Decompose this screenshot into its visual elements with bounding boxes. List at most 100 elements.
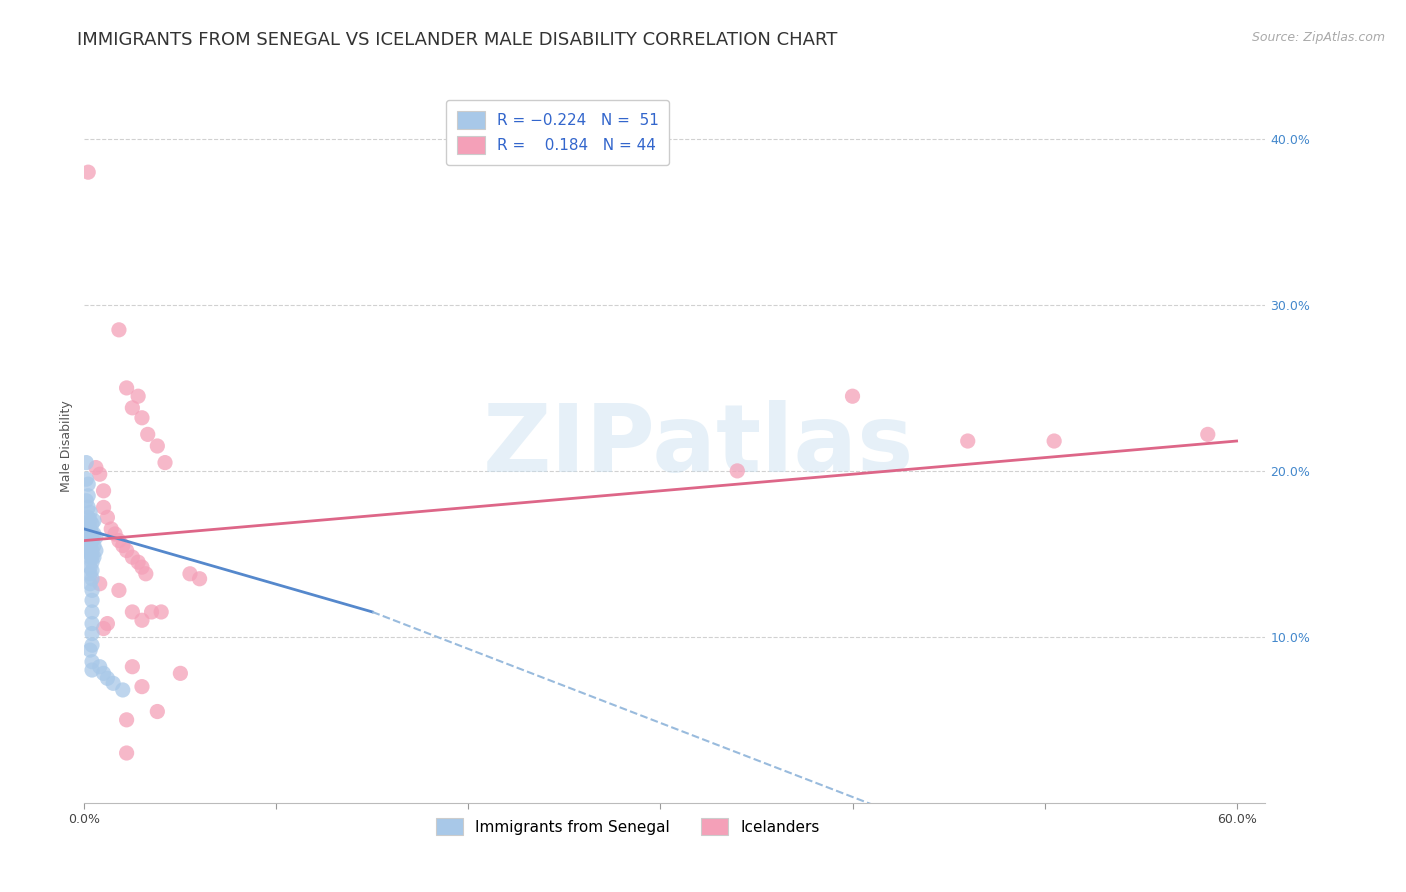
Point bbox=[80, 605, 103, 619]
Point bbox=[108, 533, 131, 548]
Point bbox=[101, 676, 124, 690]
Point bbox=[79, 576, 101, 591]
Point bbox=[75, 456, 97, 470]
Point bbox=[79, 643, 101, 657]
Point bbox=[80, 533, 103, 548]
Point bbox=[188, 572, 211, 586]
Point bbox=[79, 533, 101, 548]
Point bbox=[77, 516, 100, 531]
Point bbox=[80, 516, 103, 531]
Point bbox=[83, 514, 105, 528]
Point bbox=[80, 616, 103, 631]
Point bbox=[80, 543, 103, 558]
Point bbox=[80, 663, 103, 677]
Point bbox=[179, 566, 201, 581]
Point bbox=[127, 389, 149, 403]
Y-axis label: Male Disability: Male Disability bbox=[60, 401, 73, 491]
Point bbox=[79, 547, 101, 561]
Point bbox=[93, 500, 115, 515]
Point bbox=[93, 622, 115, 636]
Point bbox=[80, 527, 103, 541]
Point bbox=[75, 472, 97, 486]
Point bbox=[104, 527, 127, 541]
Point bbox=[131, 613, 153, 627]
Point bbox=[79, 505, 101, 519]
Point bbox=[79, 566, 101, 581]
Point bbox=[80, 564, 103, 578]
Point bbox=[115, 543, 138, 558]
Point bbox=[77, 522, 100, 536]
Point bbox=[121, 401, 143, 415]
Point bbox=[84, 530, 107, 544]
Point bbox=[79, 527, 101, 541]
Point bbox=[121, 659, 143, 673]
Point bbox=[131, 560, 153, 574]
Point bbox=[79, 522, 101, 536]
Point bbox=[80, 655, 103, 669]
Point bbox=[79, 539, 101, 553]
Point bbox=[115, 746, 138, 760]
Text: Source: ZipAtlas.com: Source: ZipAtlas.com bbox=[1251, 31, 1385, 45]
Point bbox=[89, 467, 111, 482]
Point bbox=[77, 510, 100, 524]
Point bbox=[956, 434, 979, 448]
Point bbox=[80, 550, 103, 565]
Point bbox=[121, 605, 143, 619]
Point bbox=[153, 456, 176, 470]
Point bbox=[108, 323, 131, 337]
Point bbox=[80, 555, 103, 569]
Point bbox=[80, 638, 103, 652]
Point bbox=[93, 666, 115, 681]
Point bbox=[93, 483, 115, 498]
Point bbox=[96, 616, 118, 631]
Point bbox=[111, 539, 134, 553]
Point bbox=[141, 605, 163, 619]
Point bbox=[77, 539, 100, 553]
Point bbox=[725, 464, 748, 478]
Point bbox=[169, 666, 191, 681]
Point bbox=[121, 550, 143, 565]
Point bbox=[135, 566, 157, 581]
Point bbox=[77, 165, 100, 179]
Point bbox=[146, 705, 169, 719]
Point bbox=[115, 713, 138, 727]
Point bbox=[108, 583, 131, 598]
Point bbox=[80, 583, 103, 598]
Point bbox=[77, 543, 100, 558]
Point bbox=[80, 593, 103, 607]
Point bbox=[131, 410, 153, 425]
Point bbox=[131, 680, 153, 694]
Point bbox=[80, 626, 103, 640]
Point bbox=[111, 682, 134, 697]
Point bbox=[75, 493, 97, 508]
Point bbox=[83, 539, 105, 553]
Point bbox=[79, 550, 101, 565]
Point bbox=[1043, 434, 1066, 448]
Point bbox=[83, 527, 105, 541]
Point bbox=[146, 439, 169, 453]
Point bbox=[136, 427, 159, 442]
Point bbox=[79, 514, 101, 528]
Point bbox=[84, 460, 107, 475]
Legend: Immigrants from Senegal, Icelanders: Immigrants from Senegal, Icelanders bbox=[429, 812, 825, 841]
Point bbox=[83, 550, 105, 565]
Point bbox=[100, 522, 122, 536]
Point bbox=[115, 381, 138, 395]
Point bbox=[77, 489, 100, 503]
Text: IMMIGRANTS FROM SENEGAL VS ICELANDER MALE DISABILITY CORRELATION CHART: IMMIGRANTS FROM SENEGAL VS ICELANDER MAL… bbox=[77, 31, 838, 49]
Point bbox=[1197, 427, 1219, 442]
Point bbox=[84, 543, 107, 558]
Point bbox=[77, 477, 100, 491]
Text: ZIPatlas: ZIPatlas bbox=[482, 400, 914, 492]
Point bbox=[79, 560, 101, 574]
Point bbox=[89, 659, 111, 673]
Point bbox=[80, 572, 103, 586]
Point bbox=[96, 671, 118, 685]
Point bbox=[127, 555, 149, 569]
Point bbox=[77, 500, 100, 515]
Point bbox=[77, 530, 100, 544]
Point bbox=[150, 605, 173, 619]
Point bbox=[89, 576, 111, 591]
Point bbox=[841, 389, 863, 403]
Point bbox=[96, 510, 118, 524]
